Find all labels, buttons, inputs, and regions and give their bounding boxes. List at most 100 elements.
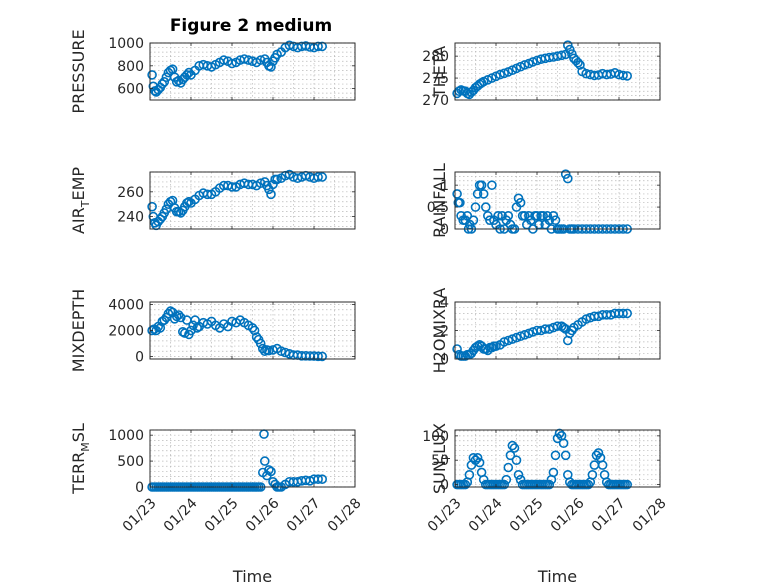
data-point (618, 308, 628, 319)
y-tick-label: 0 (135, 480, 144, 496)
data-point (317, 41, 328, 52)
data-series (452, 428, 633, 490)
data-point (507, 440, 518, 451)
data-point (523, 328, 534, 339)
data-point (313, 41, 323, 52)
data-point (171, 311, 182, 322)
data-point (575, 60, 585, 70)
data-point (519, 329, 530, 340)
data-point (317, 172, 328, 182)
data-point (556, 50, 567, 61)
data-point (292, 173, 303, 183)
data-point (247, 323, 258, 333)
data-point (507, 334, 518, 344)
data-point (163, 308, 174, 319)
data-point (272, 174, 282, 185)
y-tick-label: 1000 (108, 36, 144, 52)
data-point (159, 77, 170, 87)
data-point (503, 462, 514, 473)
data-point (476, 180, 487, 190)
axes-frame (149, 42, 356, 101)
data-point (544, 479, 555, 490)
data-point (155, 323, 166, 333)
x-axis-label: Time (537, 567, 577, 583)
y-tick-label: 1 (440, 178, 449, 194)
y-axis-label: RAINFALL (430, 163, 449, 238)
data-point (499, 68, 510, 79)
data-point (499, 337, 510, 347)
data-point (550, 215, 561, 225)
data-point (255, 338, 266, 349)
data-point (472, 189, 483, 199)
data-point (515, 331, 526, 342)
data-series (452, 308, 633, 361)
data-point (562, 173, 573, 184)
data-point (491, 341, 501, 352)
axes-frame (149, 429, 356, 488)
y-tick-label: 4000 (108, 298, 144, 314)
data-point (313, 172, 323, 182)
data-point (192, 323, 202, 333)
y-tick-label: 50 (431, 453, 449, 469)
y-tick-label: 280 (422, 49, 449, 65)
y-tick-label: 1000 (108, 428, 144, 444)
data-point (147, 70, 157, 80)
y-tick-label: 0 (440, 352, 449, 368)
data-point (313, 474, 323, 485)
data-point (487, 180, 497, 190)
y-axis-label: AIRTEMP (69, 167, 92, 234)
data-point (558, 322, 569, 333)
data-point (544, 324, 555, 334)
data-point (495, 69, 505, 80)
data-point (554, 428, 565, 439)
y-tick-label: 0 (135, 349, 144, 365)
data-point (548, 467, 559, 478)
data-point (227, 182, 237, 192)
data-point (587, 469, 598, 480)
data-series (147, 40, 328, 97)
data-point (511, 332, 522, 343)
y-tick-label: 2 (440, 324, 449, 340)
y-tick-label: 2000 (108, 324, 144, 340)
data-point (503, 335, 514, 346)
data-point (173, 310, 184, 320)
data-point (513, 469, 524, 480)
data-point (581, 314, 592, 324)
data-point (249, 325, 260, 336)
data-point (452, 189, 462, 199)
y-axis-label: THETA (430, 46, 449, 98)
data-point (474, 457, 485, 468)
y-axis-label: PRESSURE (69, 29, 88, 113)
y-axis-label: TERRMSL (69, 423, 92, 495)
data-point (184, 67, 194, 78)
y-tick-label: 500 (117, 454, 144, 470)
y-tick-label: 240 (117, 210, 144, 226)
data-point (505, 450, 516, 461)
data-point (622, 479, 633, 490)
data-point (593, 448, 604, 458)
data-point (468, 215, 479, 225)
data-point (317, 474, 328, 485)
data-point (157, 79, 168, 89)
data-point (538, 211, 548, 221)
x-axis-label: Time (232, 567, 272, 583)
data-point (597, 460, 608, 470)
data-point (176, 312, 186, 323)
data-point (255, 178, 266, 188)
data-point (622, 308, 633, 319)
data-point (532, 211, 542, 221)
data-point (485, 215, 495, 225)
data-point (182, 198, 192, 208)
axes-frame (454, 171, 661, 230)
data-point (480, 202, 491, 212)
data-point (227, 58, 237, 69)
data-point (499, 479, 510, 490)
data-point (259, 456, 270, 466)
data-point (460, 479, 471, 490)
data-point (462, 211, 473, 221)
data-point (528, 57, 538, 67)
